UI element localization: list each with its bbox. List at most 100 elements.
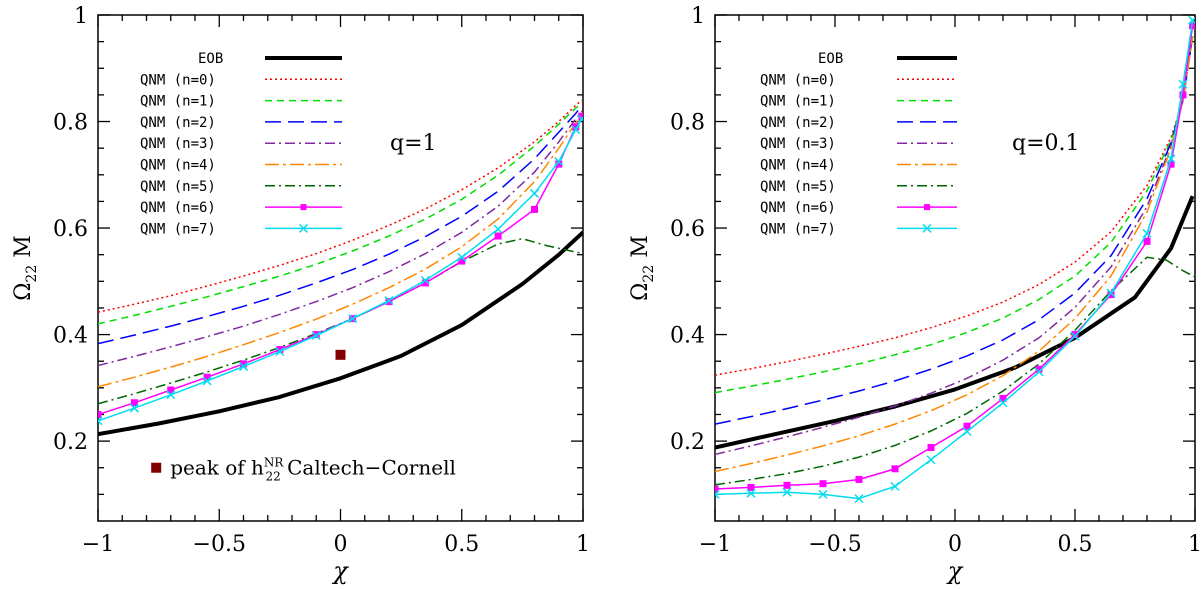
series-marker-cross <box>854 494 864 504</box>
series-marker-cross <box>962 426 972 437</box>
legend-label-1: QNM (n=0) <box>760 72 836 88</box>
series-line-1 <box>715 36 1194 376</box>
legend-label-6: QNM (n=5) <box>140 179 216 195</box>
series-marker-cross <box>571 124 581 135</box>
legend-marker <box>298 223 309 233</box>
series-marker-cross <box>275 347 285 357</box>
series-line-8 <box>98 118 583 422</box>
series-marker-square <box>531 205 538 213</box>
x-tick-label: 1 <box>576 532 590 557</box>
series-marker-cross <box>98 416 103 426</box>
nr-peak-point <box>335 349 346 360</box>
legend-label-5: QNM (n=4) <box>140 158 216 174</box>
x-tick-label: −0.5 <box>193 532 246 557</box>
series-marker-square <box>891 465 899 473</box>
series-marker-square <box>963 422 971 430</box>
series-marker-cross <box>348 314 358 324</box>
series-line-2 <box>715 36 1194 394</box>
legend-marker <box>924 204 930 211</box>
series-marker-square <box>747 483 755 491</box>
series-marker-cross <box>238 362 249 372</box>
series-marker-cross <box>457 252 467 262</box>
series-marker-cross <box>577 114 583 124</box>
series-line-5 <box>98 113 583 388</box>
q-annotation: q=0.1 <box>1012 131 1080 156</box>
legend-label-6: QNM (n=5) <box>760 179 836 195</box>
series-marker-square <box>927 443 935 451</box>
series-marker-square <box>1035 365 1043 373</box>
series-marker-cross <box>1106 288 1116 298</box>
series-marker-square <box>1143 237 1151 245</box>
series-marker-square <box>1167 160 1175 168</box>
series-marker-cross <box>384 295 394 306</box>
legend-label-8: QNM (n=7) <box>140 221 216 237</box>
nr-legend-label: peak of hNR 22 Caltech−Cornell <box>170 456 456 484</box>
legend-marker <box>300 204 307 211</box>
series-marker-cross <box>1142 228 1152 238</box>
y-tick-label: 0.2 <box>670 430 705 455</box>
y-tick-label: 0.8 <box>670 111 705 136</box>
plot-frame <box>714 14 1196 522</box>
legend-label-7: QNM (n=6) <box>140 200 216 216</box>
series-marker-square <box>819 480 827 488</box>
y-tick-label: 0.2 <box>53 430 88 455</box>
series-marker-cross <box>529 188 540 198</box>
y-axis-label: Ω22 M <box>11 235 40 301</box>
y-tick-label: 0.4 <box>53 324 88 349</box>
chart-left-q1: −1 −0.5 0 0.5 1 0.2 0.4 0.6 0.8 1 χ Ω22 M EOB QNM (n=… <box>11 4 590 585</box>
plot-frame <box>97 14 584 522</box>
chart-right-q0.1: −1 −0.5 0 0.5 1 0.2 0.4 0.6 0.8 1 χ Ω22 M EOB QNM (n=… <box>628 4 1202 585</box>
series-marker-square <box>494 232 502 240</box>
series-marker-square <box>715 485 719 493</box>
series-marker-cross <box>782 487 792 497</box>
y-tick-label: 0.4 <box>670 324 705 349</box>
series-marker-square <box>999 394 1007 402</box>
x-tick-label: 0.5 <box>1058 532 1093 557</box>
series-line-4 <box>98 110 583 367</box>
series-line-0 <box>98 230 583 437</box>
legend-label-5: QNM (n=4) <box>760 158 836 174</box>
legend-label-4: QNM (n=3) <box>140 136 216 152</box>
series-line-2 <box>98 102 583 325</box>
y-tick-label: 1 <box>74 4 88 29</box>
series-marker-square <box>98 410 102 418</box>
series-marker-square <box>1071 331 1079 339</box>
series-group <box>98 99 583 437</box>
legend-label-7: QNM (n=6) <box>760 200 836 216</box>
series-marker-cross <box>129 403 139 413</box>
series-line-7 <box>715 25 1194 490</box>
x-tick-label: −0.5 <box>808 532 861 557</box>
series-marker-cross <box>166 390 176 400</box>
series-marker-square <box>783 481 791 489</box>
series-marker-square <box>421 279 429 287</box>
legend-label-3: QNM (n=2) <box>760 115 836 131</box>
series-marker-cross <box>493 224 503 234</box>
y-tick-label: 0.6 <box>53 217 88 242</box>
series-marker-cross <box>890 481 900 491</box>
series-marker-square <box>203 373 211 381</box>
series-line-3 <box>715 36 1194 425</box>
legend-label-2: QNM (n=1) <box>140 94 216 110</box>
series-marker-square <box>276 345 284 353</box>
y-tick-label: 0.6 <box>670 217 705 242</box>
series-marker-cross <box>998 398 1008 408</box>
series-marker-cross <box>554 156 564 167</box>
series-marker-cross <box>202 376 212 386</box>
series-line-0 <box>715 195 1195 450</box>
series-marker-cross <box>1188 15 1195 25</box>
series-marker-square <box>855 475 863 483</box>
series-marker-square <box>312 331 320 339</box>
series-marker-cross <box>1178 79 1188 89</box>
series-marker-cross <box>715 489 720 499</box>
series-marker-cross <box>420 275 430 285</box>
y-axis-label: Ω22 M <box>628 235 657 301</box>
series-marker-square <box>1107 291 1115 299</box>
x-tick-label: 1 <box>1188 532 1202 557</box>
series-marker-square <box>385 298 393 306</box>
series-marker-square <box>240 360 247 368</box>
series-line-6 <box>715 256 1195 486</box>
series-marker-square <box>555 160 563 168</box>
legend-marker <box>922 223 932 233</box>
legend: EOB QNM (n=0) QNM (n=1) QNM (n=2) QNM (n=3) Q… <box>140 51 342 237</box>
